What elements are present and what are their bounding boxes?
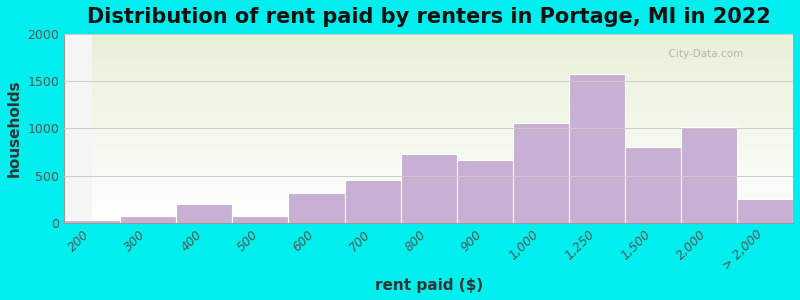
Bar (64, 220, 120, 223)
Bar (513, 123, 569, 223)
Bar (569, 74, 625, 223)
X-axis label: rent paid ($): rent paid ($) (374, 278, 482, 293)
Bar (176, 204, 233, 223)
Bar (681, 128, 737, 223)
Bar (401, 154, 457, 223)
Bar (457, 160, 513, 223)
Title: Distribution of rent paid by renters in Portage, MI in 2022: Distribution of rent paid by renters in … (86, 7, 770, 27)
Bar (120, 216, 176, 223)
Bar (625, 147, 681, 223)
Bar (233, 216, 289, 223)
Bar (737, 199, 793, 223)
Y-axis label: households: households (7, 80, 22, 177)
Text: City-Data.com: City-Data.com (662, 49, 743, 59)
Bar (345, 180, 401, 223)
Bar (289, 193, 345, 223)
